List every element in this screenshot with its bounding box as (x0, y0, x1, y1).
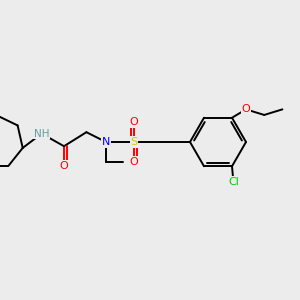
Text: O: O (60, 161, 68, 171)
Text: NH: NH (34, 129, 50, 139)
Text: O: O (130, 157, 138, 166)
Text: S: S (130, 137, 138, 147)
Text: O: O (130, 117, 138, 128)
Text: Cl: Cl (228, 177, 239, 187)
Text: N: N (102, 137, 110, 147)
Text: O: O (242, 104, 250, 114)
